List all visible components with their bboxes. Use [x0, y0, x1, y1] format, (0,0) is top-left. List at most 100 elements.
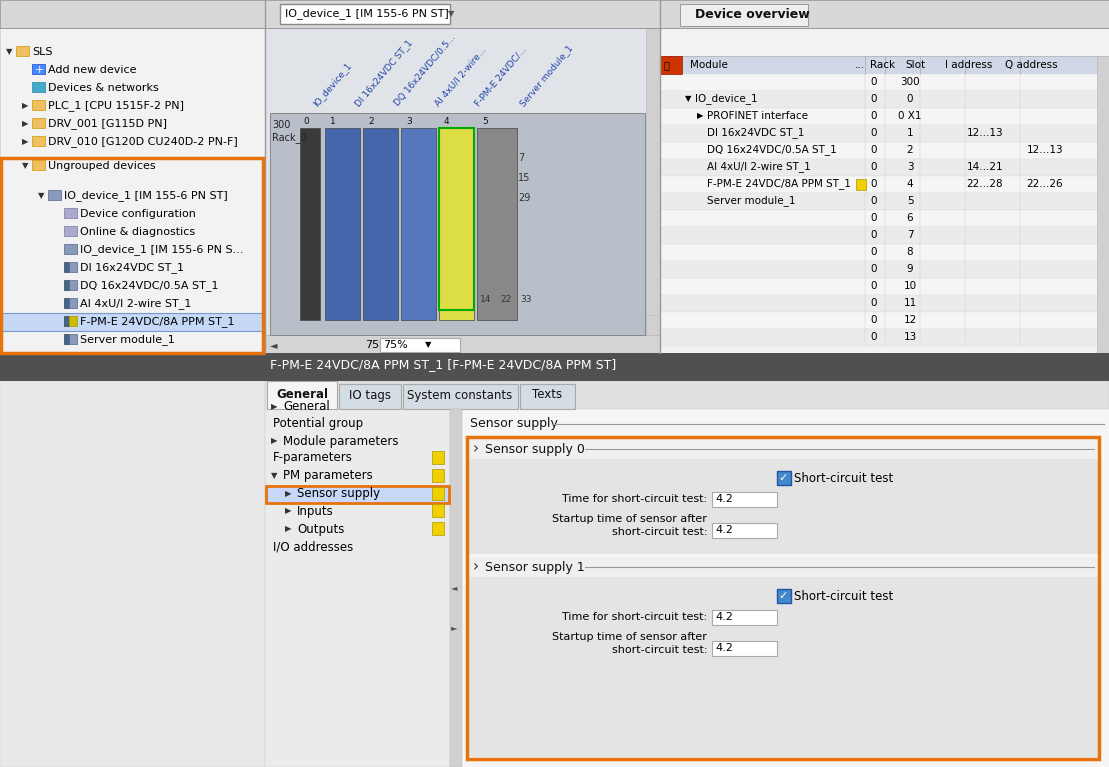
- Text: 0: 0: [871, 196, 877, 206]
- Bar: [777, 471, 791, 485]
- Text: 75%: 75%: [383, 340, 408, 350]
- Bar: [0, 353, 1109, 381]
- Text: 0: 0: [871, 179, 877, 189]
- Bar: [712, 523, 777, 538]
- Text: 7: 7: [907, 230, 914, 240]
- Text: 3: 3: [406, 117, 411, 126]
- Text: 300: 300: [901, 77, 919, 87]
- Text: 0: 0: [871, 247, 877, 257]
- Bar: [64, 208, 77, 218]
- Bar: [265, 381, 1109, 409]
- Text: 0: 0: [871, 281, 877, 291]
- Text: Short-circuit test: Short-circuit test: [794, 590, 893, 603]
- Bar: [468, 577, 1098, 757]
- Bar: [777, 589, 791, 603]
- Text: 1: 1: [330, 117, 336, 126]
- Bar: [660, 278, 1109, 295]
- Text: 11: 11: [904, 298, 917, 308]
- Text: ▼: ▼: [22, 162, 29, 170]
- Text: ▼: ▼: [425, 341, 431, 350]
- Text: Sensor supply: Sensor supply: [470, 417, 558, 430]
- Text: ›: ›: [474, 442, 479, 456]
- Text: Outputs: Outputs: [297, 522, 345, 535]
- Text: DI 16x24VDC ST_1: DI 16x24VDC ST_1: [80, 262, 184, 274]
- Bar: [520, 384, 574, 409]
- Bar: [433, 487, 444, 500]
- Text: IO tags: IO tags: [349, 389, 391, 401]
- Bar: [439, 128, 474, 310]
- Text: ▶: ▶: [696, 111, 703, 120]
- Text: F-PM-E 24VDC/8A PPM ST_1: F-PM-E 24VDC/8A PPM ST_1: [708, 179, 851, 189]
- Bar: [450, 409, 462, 767]
- Bar: [69, 316, 77, 326]
- Text: ▶: ▶: [285, 506, 292, 515]
- Text: 0: 0: [871, 332, 877, 342]
- Text: ▼: ▼: [271, 472, 277, 480]
- Text: SLS: SLS: [32, 47, 52, 57]
- Text: short-circuit test:: short-circuit test:: [611, 645, 708, 655]
- Text: 22...28: 22...28: [967, 179, 1004, 189]
- Bar: [1, 313, 264, 331]
- Bar: [0, 381, 265, 767]
- Text: Online & diagnostics: Online & diagnostics: [80, 227, 195, 237]
- Bar: [660, 125, 1109, 142]
- Bar: [265, 0, 660, 28]
- Text: ▶: ▶: [22, 101, 29, 110]
- Text: 29: 29: [518, 193, 530, 203]
- Bar: [0, 0, 1109, 28]
- Text: 3: 3: [907, 162, 914, 172]
- Text: 300: 300: [272, 120, 291, 130]
- Text: 5: 5: [907, 196, 914, 206]
- Bar: [265, 335, 660, 355]
- Bar: [48, 190, 61, 200]
- Text: ▶: ▶: [285, 525, 292, 534]
- Text: DQ 16x24VDC/0.5A ST_1: DQ 16x24VDC/0.5A ST_1: [80, 281, 218, 291]
- Bar: [339, 384, 401, 409]
- Text: IO_device_1 [IM 155-6 PN ST]: IO_device_1 [IM 155-6 PN ST]: [285, 8, 449, 19]
- Text: 12...13: 12...13: [967, 128, 1004, 138]
- Bar: [265, 28, 660, 355]
- Text: IO_device_1: IO_device_1: [312, 61, 353, 108]
- Bar: [680, 4, 808, 26]
- Text: ▶: ▶: [22, 120, 29, 129]
- Text: DRV_010 [G120D CU240D-2 PN-F]: DRV_010 [G120D CU240D-2 PN-F]: [48, 137, 237, 147]
- Text: Short-circuit test: Short-circuit test: [794, 472, 893, 485]
- Bar: [64, 316, 69, 326]
- Bar: [468, 557, 1098, 577]
- Bar: [433, 451, 444, 464]
- Text: Rack: Rack: [869, 60, 895, 70]
- Text: DQ 16x24VDC/0.5A ST_1: DQ 16x24VDC/0.5A ST_1: [708, 144, 837, 156]
- Text: 10: 10: [904, 281, 916, 291]
- Bar: [660, 261, 1109, 278]
- Text: PLC_1 [CPU 1515F-2 PN]: PLC_1 [CPU 1515F-2 PN]: [48, 100, 184, 111]
- Bar: [660, 295, 1109, 312]
- Bar: [660, 176, 1109, 193]
- Bar: [0, 0, 265, 28]
- Bar: [64, 334, 69, 344]
- Text: Device configuration: Device configuration: [80, 209, 196, 219]
- Text: I address: I address: [945, 60, 993, 70]
- Bar: [647, 315, 660, 335]
- Text: 13: 13: [904, 332, 917, 342]
- Text: 0: 0: [871, 315, 877, 325]
- Text: Inputs: Inputs: [297, 505, 334, 518]
- Text: F-parameters: F-parameters: [273, 452, 353, 465]
- Text: 4.2: 4.2: [715, 494, 733, 504]
- Text: Rack_0: Rack_0: [272, 133, 306, 143]
- Text: DI 16x24VDC ST_1: DI 16x24VDC ST_1: [353, 38, 414, 108]
- Text: ▶: ▶: [22, 137, 29, 146]
- Bar: [301, 128, 321, 320]
- Bar: [660, 312, 1109, 329]
- Text: Server module_1: Server module_1: [518, 43, 574, 108]
- Bar: [477, 128, 517, 320]
- Bar: [265, 409, 1109, 767]
- Text: I/O addresses: I/O addresses: [273, 541, 354, 554]
- Bar: [660, 0, 1109, 28]
- Text: ◄: ◄: [451, 584, 458, 592]
- Bar: [401, 128, 436, 320]
- Text: 4.2: 4.2: [715, 643, 733, 653]
- Text: 12...13: 12...13: [1027, 145, 1064, 155]
- Text: 0: 0: [871, 111, 877, 121]
- Text: Sensor supply 1: Sensor supply 1: [485, 561, 584, 574]
- Bar: [433, 522, 444, 535]
